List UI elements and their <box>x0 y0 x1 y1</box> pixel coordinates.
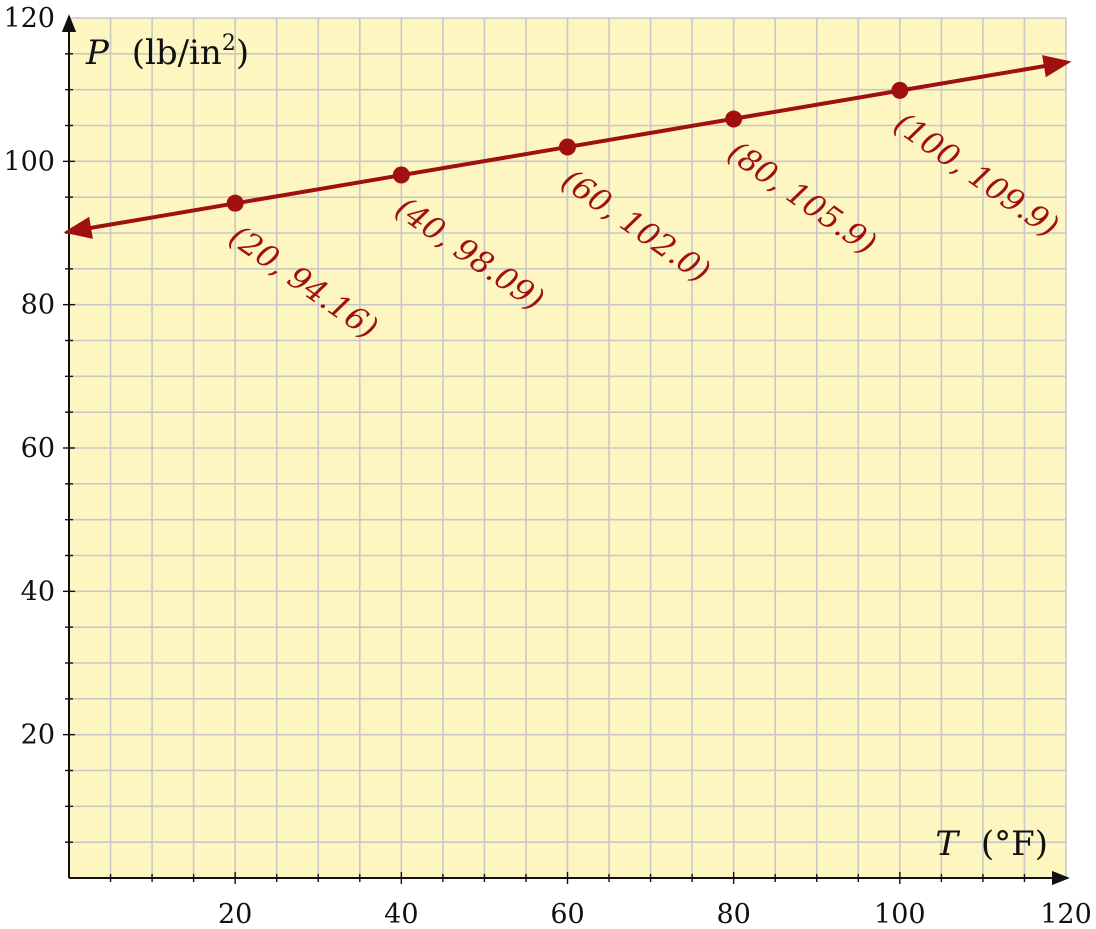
data-point <box>891 81 909 99</box>
x-axis-title: T (°F) <box>935 824 1048 864</box>
y-tick-label: 80 <box>21 290 55 321</box>
y-axis-unit-close: ) <box>236 33 249 73</box>
y-axis-unit-superscript: 2 <box>222 31 236 56</box>
data-point <box>725 110 743 128</box>
data-point <box>392 166 410 184</box>
x-axis-variable: T <box>935 824 960 864</box>
y-tick-label: 40 <box>21 576 55 607</box>
x-tick-label: 20 <box>218 899 252 929</box>
x-tick-label: 100 <box>874 899 926 929</box>
x-tick-label: 80 <box>716 899 750 929</box>
y-axis-variable: P <box>85 33 110 73</box>
y-tick-label: 20 <box>21 720 55 751</box>
data-point <box>559 138 576 156</box>
y-axis-unit: (lb/in <box>132 33 222 73</box>
y-axis-title: P (lb/in2) <box>85 31 249 73</box>
series-line-group <box>63 55 1072 239</box>
y-tick-label: 120 <box>3 3 55 34</box>
data-point <box>226 194 244 212</box>
x-tick-label: 40 <box>384 899 418 929</box>
x-axis-unit: (°F) <box>981 824 1048 864</box>
y-tick-label: 100 <box>3 146 55 177</box>
x-tick-label: 60 <box>550 899 584 929</box>
y-tick-labels: 20 40 60 80 100 120 <box>3 3 55 751</box>
x-tick-labels: 20 40 60 80 100 120 <box>218 899 1092 929</box>
x-tick-label: 120 <box>1040 899 1092 929</box>
y-tick-label: 60 <box>21 433 55 464</box>
